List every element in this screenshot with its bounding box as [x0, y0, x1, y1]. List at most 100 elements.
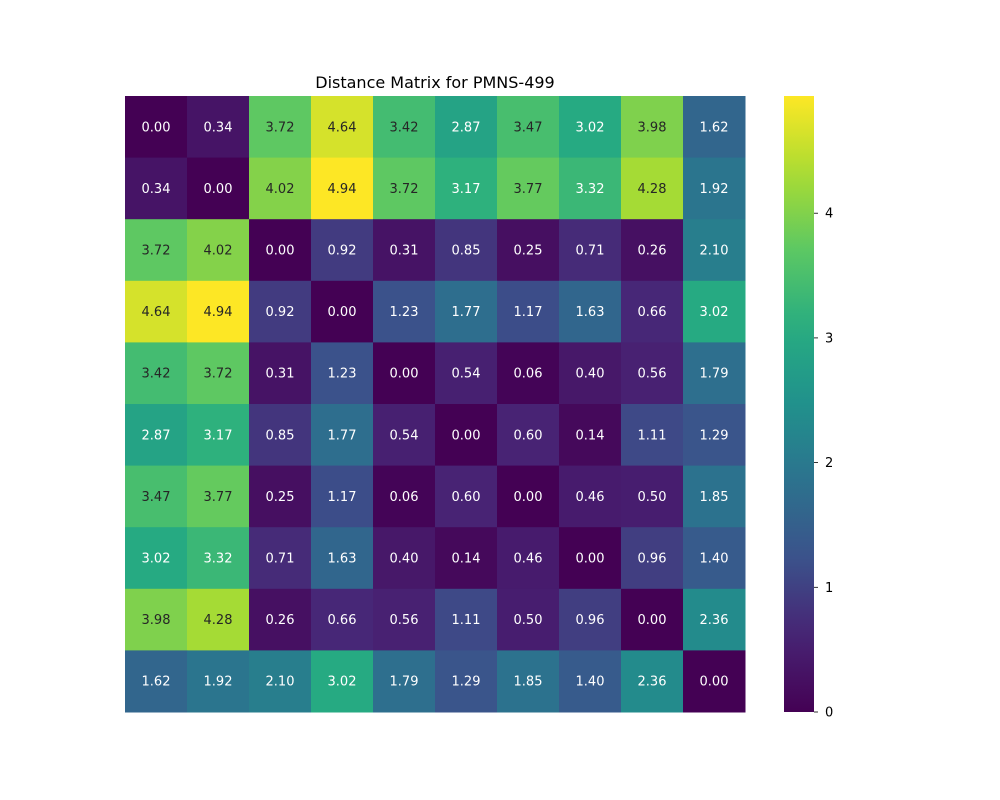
- cell-value-label-3-4: 1.23: [390, 305, 419, 320]
- heatmap-cell-6-9: [683, 465, 746, 528]
- heatmap-cell-8-2: [249, 588, 312, 651]
- heatmap-cell-2-8: [621, 219, 684, 282]
- cell-value-label-5-1: 3.17: [204, 428, 233, 443]
- cell-value-label-2-0: 3.72: [142, 244, 171, 259]
- heatmap-cell-0-5: [435, 96, 498, 159]
- cell-value-label-4-3: 1.23: [328, 367, 357, 382]
- heatmap-cell-3-0: [125, 280, 188, 343]
- heatmap-cell-3-9: [683, 280, 746, 343]
- heatmap-cell-1-6: [497, 157, 560, 220]
- cell-value-label-5-4: 0.54: [390, 428, 419, 443]
- cell-value-label-7-1: 3.32: [204, 552, 233, 567]
- colorbar-tick-label-4: 4: [825, 207, 833, 222]
- cell-value-label-9-5: 1.29: [452, 675, 481, 690]
- cell-value-label-4-5: 0.54: [452, 367, 481, 382]
- heatmap-cell-2-9: [683, 219, 746, 282]
- heatmap-cell-1-2: [249, 157, 312, 220]
- cell-value-label-9-4: 1.79: [390, 675, 419, 690]
- cell-value-label-5-5: 0.00: [452, 428, 481, 443]
- cell-value-label-3-8: 0.66: [638, 305, 667, 320]
- heatmap-cell-7-6: [497, 527, 560, 590]
- heatmap-cell-5-9: [683, 404, 746, 467]
- heatmap-cell-6-6: [497, 465, 560, 528]
- cell-value-label-7-5: 0.14: [452, 552, 481, 567]
- heatmap-cell-0-8: [621, 96, 684, 159]
- heatmap-cell-5-7: [559, 404, 622, 467]
- heatmap-cell-0-3: [311, 96, 374, 159]
- heatmap-cell-5-0: [125, 404, 188, 467]
- cell-value-label-5-8: 1.11: [638, 428, 667, 443]
- heatmap-cell-4-0: [125, 342, 188, 405]
- cell-value-label-8-8: 0.00: [638, 613, 667, 628]
- cell-value-label-4-8: 0.56: [638, 367, 667, 382]
- cell-value-label-6-2: 0.25: [266, 490, 295, 505]
- cell-value-label-0-1: 0.34: [204, 120, 233, 135]
- heatmap-cell-9-0: [125, 650, 188, 713]
- heatmap-cell-1-3: [311, 157, 374, 220]
- heatmap-cell-7-1: [187, 527, 250, 590]
- cell-value-label-6-3: 1.17: [328, 490, 357, 505]
- heatmap-cell-9-3: [311, 650, 374, 713]
- cell-value-label-9-7: 1.40: [576, 675, 605, 690]
- cell-value-label-7-3: 1.63: [328, 552, 357, 567]
- cell-value-label-1-7: 3.32: [576, 182, 605, 197]
- cell-value-label-3-6: 1.17: [514, 305, 543, 320]
- cell-value-label-0-8: 3.98: [638, 120, 667, 135]
- cell-value-label-2-8: 0.26: [638, 244, 667, 259]
- cell-value-label-5-3: 1.77: [328, 428, 357, 443]
- cell-value-label-4-9: 1.79: [700, 367, 729, 382]
- cell-value-label-5-6: 0.60: [514, 428, 543, 443]
- cell-value-label-3-7: 1.63: [576, 305, 605, 320]
- heatmap-cell-1-7: [559, 157, 622, 220]
- heatmap-cell-9-9: [683, 650, 746, 713]
- heatmap-cell-4-6: [497, 342, 560, 405]
- cell-value-label-8-0: 3.98: [142, 613, 171, 628]
- cell-value-label-9-0: 1.62: [142, 675, 171, 690]
- heatmap-cell-9-1: [187, 650, 250, 713]
- cell-value-label-8-7: 0.96: [576, 613, 605, 628]
- cell-value-label-7-9: 1.40: [700, 552, 729, 567]
- cell-value-label-0-0: 0.00: [142, 120, 171, 135]
- heatmap-cell-0-6: [497, 96, 560, 159]
- cell-value-label-0-7: 3.02: [576, 120, 605, 135]
- heatmap-cell-3-8: [621, 280, 684, 343]
- cell-value-label-4-6: 0.06: [514, 367, 543, 382]
- heatmap-cell-9-2: [249, 650, 312, 713]
- heatmap-cell-5-6: [497, 404, 560, 467]
- heatmap-cell-0-9: [683, 96, 746, 159]
- heatmap-cell-5-5: [435, 404, 498, 467]
- cell-value-label-5-9: 1.29: [700, 428, 729, 443]
- cell-value-label-8-9: 2.36: [700, 613, 729, 628]
- heatmap-cell-0-7: [559, 96, 622, 159]
- cell-value-label-1-1: 0.00: [204, 182, 233, 197]
- heatmap-cell-7-9: [683, 527, 746, 590]
- cell-value-label-3-1: 4.94: [204, 305, 233, 320]
- heatmap-cell-4-3: [311, 342, 374, 405]
- heatmap-cell-8-3: [311, 588, 374, 651]
- heatmap-cell-5-8: [621, 404, 684, 467]
- heatmap-cell-3-2: [249, 280, 312, 343]
- cell-value-label-1-2: 4.02: [266, 182, 295, 197]
- heatmap-cell-3-6: [497, 280, 560, 343]
- cell-value-label-1-4: 3.72: [390, 182, 419, 197]
- heatmap-cell-8-7: [559, 588, 622, 651]
- cell-value-label-0-2: 3.72: [266, 120, 295, 135]
- heatmap-cell-3-3: [311, 280, 374, 343]
- cell-value-label-2-4: 0.31: [390, 244, 419, 259]
- cell-value-label-5-0: 2.87: [142, 428, 171, 443]
- heatmap-cell-6-8: [621, 465, 684, 528]
- cell-value-label-8-4: 0.56: [390, 613, 419, 628]
- cell-value-label-9-6: 1.85: [514, 675, 543, 690]
- cell-value-label-8-2: 0.26: [266, 613, 295, 628]
- cell-value-label-6-9: 1.85: [700, 490, 729, 505]
- heatmap-cell-5-2: [249, 404, 312, 467]
- heatmap-cell-2-3: [311, 219, 374, 282]
- heatmap-cell-1-4: [373, 157, 436, 220]
- heatmap-cell-5-4: [373, 404, 436, 467]
- chart-title: Distance Matrix for PMNS-499: [315, 73, 554, 92]
- cell-value-label-8-5: 1.11: [452, 613, 481, 628]
- heatmap-cell-7-7: [559, 527, 622, 590]
- heatmap-cell-1-8: [621, 157, 684, 220]
- cell-value-label-7-6: 0.46: [514, 552, 543, 567]
